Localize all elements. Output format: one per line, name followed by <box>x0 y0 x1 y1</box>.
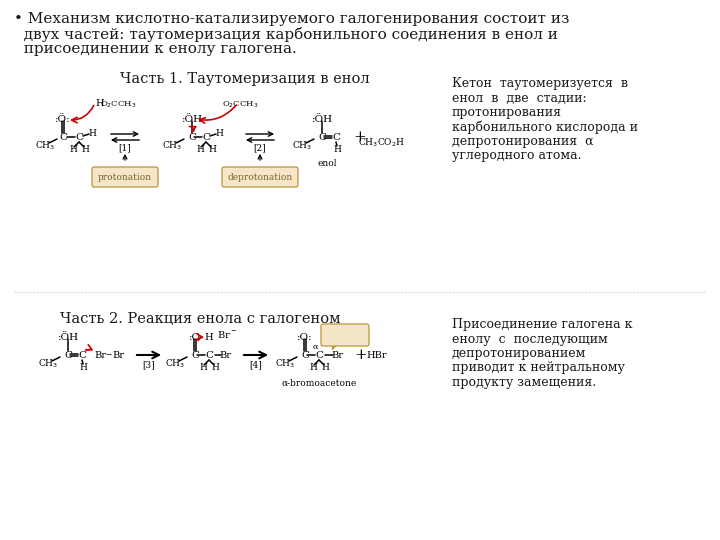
Text: H: H <box>95 98 104 107</box>
Text: C: C <box>315 350 323 360</box>
Text: присоединении к енолу галогена.: присоединении к енолу галогена. <box>14 42 297 56</box>
Text: протонирования: протонирования <box>452 106 562 119</box>
Text: CH$_3$: CH$_3$ <box>165 357 185 370</box>
Text: :ÖH: :ÖH <box>58 333 78 341</box>
Text: protonation: protonation <box>98 172 152 181</box>
Text: enol: enol <box>318 159 337 167</box>
Text: C: C <box>205 350 213 360</box>
Text: [1]: [1] <box>119 143 131 152</box>
Text: :ÖH: :ÖH <box>312 114 333 124</box>
Text: Br: Br <box>94 350 106 360</box>
Text: α-bromoacetone: α-bromoacetone <box>282 379 356 388</box>
Text: C: C <box>301 350 309 360</box>
Text: H: H <box>199 362 207 372</box>
Text: углеродного атома.: углеродного атома. <box>452 150 582 163</box>
Text: C: C <box>64 350 72 360</box>
Text: +: + <box>355 348 367 362</box>
Text: Кетон  таутомеризуется  в: Кетон таутомеризуется в <box>452 77 628 90</box>
Text: C: C <box>78 350 86 360</box>
Text: O$_2$CCH$_3$: O$_2$CCH$_3$ <box>222 100 258 110</box>
Text: Присоединение галогена к: Присоединение галогена к <box>452 318 632 331</box>
Text: H: H <box>204 333 213 341</box>
FancyBboxPatch shape <box>222 167 298 187</box>
Text: Br: Br <box>112 350 124 360</box>
Text: :Ö:: :Ö: <box>55 114 71 124</box>
Text: Br: Br <box>219 350 231 360</box>
Text: CH$_3$: CH$_3$ <box>38 357 58 370</box>
FancyBboxPatch shape <box>321 324 369 346</box>
Text: C: C <box>191 350 199 360</box>
Text: :Ȯ: :Ȯ <box>189 333 201 341</box>
Text: [3]: [3] <box>143 360 156 369</box>
Text: C: C <box>188 132 196 141</box>
Text: α: α <box>312 343 318 351</box>
Text: H: H <box>208 145 216 153</box>
Text: new bond: new bond <box>323 330 367 340</box>
Text: H: H <box>81 145 89 153</box>
Text: C: C <box>318 132 326 141</box>
Text: H: H <box>211 362 219 372</box>
Text: H: H <box>69 145 77 153</box>
Text: C: C <box>202 132 210 141</box>
Text: C: C <box>75 132 83 141</box>
Text: H: H <box>321 362 329 372</box>
Text: Часть 1. Таутомеризация в енол: Часть 1. Таутомеризация в енол <box>120 72 370 86</box>
Text: Br$^-$: Br$^-$ <box>217 329 237 341</box>
Text: CH$_3$: CH$_3$ <box>162 140 182 152</box>
Text: deprotonation: deprotonation <box>228 172 292 181</box>
Text: • Механизм кислотно-катализируемого галогенирования состоит из: • Механизм кислотно-катализируемого гало… <box>14 12 570 26</box>
Text: CH$_3$: CH$_3$ <box>292 140 312 152</box>
Text: енолу  с  последующим: енолу с последующим <box>452 333 608 346</box>
Text: депротонирования  α: депротонирования α <box>452 135 593 148</box>
Text: CH$_3$CO$_2$H: CH$_3$CO$_2$H <box>359 137 405 149</box>
Text: енол  в  две  стадии:: енол в две стадии: <box>452 91 587 105</box>
Text: C: C <box>332 132 340 141</box>
Text: –: – <box>106 348 112 361</box>
Text: H: H <box>79 362 87 372</box>
FancyBboxPatch shape <box>92 167 158 187</box>
Text: H: H <box>88 129 96 138</box>
Text: депротонированием: депротонированием <box>452 347 586 360</box>
Text: H: H <box>215 129 223 138</box>
Text: Часть 2. Реакция енола с галогеном: Часть 2. Реакция енола с галогеном <box>60 312 341 326</box>
Text: приводит к нейтральному: приводит к нейтральному <box>452 361 625 375</box>
Text: H: H <box>309 362 317 372</box>
Text: HBr: HBr <box>366 350 387 360</box>
Text: продукту замещения.: продукту замещения. <box>452 376 596 389</box>
Text: карбонильного кислорода и: карбонильного кислорода и <box>452 120 638 134</box>
Text: +: + <box>354 130 366 144</box>
Text: :O:: :O: <box>297 333 312 341</box>
Text: CH$_3$: CH$_3$ <box>35 140 55 152</box>
Text: O$_2$CCH$_3$: O$_2$CCH$_3$ <box>100 100 137 110</box>
Text: [4]: [4] <box>250 360 262 369</box>
Text: :ÖH: :ÖH <box>181 114 202 124</box>
Text: двух частей: таутомеризация карбонильного соединения в енол и: двух частей: таутомеризация карбонильног… <box>14 27 558 42</box>
Text: C: C <box>59 132 67 141</box>
Text: H: H <box>196 145 204 153</box>
Text: CH$_3$: CH$_3$ <box>275 357 295 370</box>
Text: [2]: [2] <box>253 143 266 152</box>
Text: Br: Br <box>331 350 343 360</box>
Text: H: H <box>333 145 341 153</box>
